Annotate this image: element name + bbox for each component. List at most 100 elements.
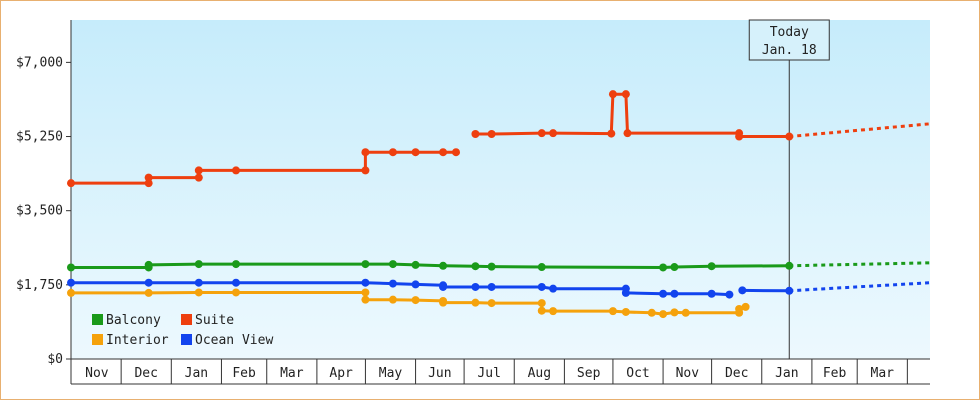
ocean-view-point bbox=[471, 282, 480, 291]
balcony-point bbox=[471, 262, 480, 271]
interior-point bbox=[361, 288, 370, 297]
interior-point bbox=[659, 310, 668, 319]
balcony-point bbox=[361, 260, 370, 269]
suite-point bbox=[785, 132, 794, 141]
interior-point bbox=[411, 296, 420, 305]
today-date: Jan. 18 bbox=[762, 43, 817, 58]
suite-point bbox=[621, 90, 630, 99]
balcony-point bbox=[487, 262, 496, 271]
x-tick-label: Mar bbox=[871, 366, 895, 381]
suite-point bbox=[388, 148, 397, 157]
interior-point bbox=[144, 288, 153, 297]
x-tick-label: Jun bbox=[428, 366, 451, 381]
suite-point bbox=[623, 129, 632, 138]
legend-swatch-balcony bbox=[92, 314, 103, 325]
x-axis: Nov Dec Jan Feb Mar Apr May Jun Jul Aug Sep Oct Nov D… bbox=[70, 358, 930, 385]
legend: Balcony Suite Interior Ocean View bbox=[92, 313, 273, 348]
today-label: Today bbox=[770, 25, 809, 40]
suite-point bbox=[549, 129, 558, 138]
x-tick-label: Jul bbox=[477, 366, 500, 381]
x-tick-label: Nov bbox=[676, 366, 700, 381]
balcony-line bbox=[71, 262, 790, 269]
ocean-view-point bbox=[738, 286, 747, 295]
y-axis: $0 $1,750 $3,500 $5,250 $7,000 bbox=[16, 20, 72, 367]
x-tick-label: Feb bbox=[232, 366, 256, 381]
interior-point bbox=[388, 295, 397, 304]
interior-point bbox=[741, 302, 750, 311]
x-tick-label: Jan bbox=[185, 366, 208, 381]
interior-point bbox=[735, 304, 744, 313]
x-tick-label: Feb bbox=[823, 366, 847, 381]
ocean-view-point bbox=[785, 286, 794, 295]
ocean-view-point bbox=[537, 282, 546, 291]
suite-point bbox=[608, 90, 617, 99]
interior-point bbox=[361, 295, 370, 304]
suite-point bbox=[361, 166, 370, 175]
y-tick-label: $5,250 bbox=[16, 130, 63, 145]
suite-point bbox=[471, 129, 480, 138]
x-tick-label: Dec bbox=[725, 366, 748, 381]
interior-point bbox=[67, 288, 75, 297]
suite-point bbox=[439, 148, 448, 157]
interior-point bbox=[670, 308, 679, 317]
suite-point bbox=[487, 129, 496, 138]
today-box bbox=[748, 19, 830, 61]
y-tick-label: $7,000 bbox=[16, 55, 63, 70]
suite-point bbox=[144, 179, 153, 188]
ocean-view-point bbox=[707, 289, 716, 298]
interior-point bbox=[439, 298, 448, 307]
series-ocean-view bbox=[67, 278, 931, 299]
ocean-view-point bbox=[549, 284, 558, 293]
legend-label-interior: Interior bbox=[106, 333, 169, 348]
legend-swatch-interior bbox=[92, 334, 103, 345]
balcony-point bbox=[194, 260, 203, 269]
interior-point bbox=[487, 299, 496, 308]
legend-swatch-suite bbox=[181, 314, 192, 325]
interior-point bbox=[681, 308, 690, 317]
series-balcony bbox=[67, 260, 931, 272]
legend-label-ocean-view: Ocean View bbox=[195, 333, 273, 348]
suite-point bbox=[735, 132, 744, 141]
ocean-view-point bbox=[411, 280, 420, 289]
suite-point bbox=[144, 173, 153, 182]
interior-point bbox=[194, 288, 203, 297]
ocean-view-point bbox=[670, 289, 679, 298]
today-marker: Today Jan. 18 bbox=[748, 19, 830, 359]
ocean-view-point bbox=[725, 290, 734, 299]
interior-point bbox=[549, 307, 558, 316]
suite-point bbox=[607, 129, 616, 138]
x-tick-label: Nov bbox=[85, 366, 109, 381]
balcony-point bbox=[388, 260, 397, 269]
balcony-point bbox=[439, 261, 448, 270]
plot-area bbox=[71, 20, 930, 359]
ocean-view-point bbox=[144, 278, 153, 287]
interior-point bbox=[232, 288, 241, 297]
suite-point bbox=[67, 179, 75, 188]
interior-point bbox=[537, 299, 546, 308]
suite-point bbox=[452, 148, 461, 157]
series-interior bbox=[67, 288, 750, 319]
interior-point bbox=[537, 306, 546, 315]
y-tick-label: $1,750 bbox=[16, 278, 63, 293]
ocean-view-point bbox=[439, 282, 448, 291]
x-tick-label: Dec bbox=[134, 366, 157, 381]
x-tick-label: Apr bbox=[329, 366, 353, 381]
ocean-view-point bbox=[487, 282, 496, 291]
balcony-point bbox=[537, 263, 546, 272]
series-suite bbox=[67, 90, 931, 188]
suite-point bbox=[232, 166, 241, 175]
ocean-view-point bbox=[388, 279, 397, 288]
ocean-view-point bbox=[659, 289, 668, 298]
x-tick-label: May bbox=[379, 366, 403, 381]
ocean-view-point bbox=[194, 278, 203, 287]
x-tick-label: Mar bbox=[280, 366, 304, 381]
interior-point bbox=[621, 307, 630, 316]
legend-label-balcony: Balcony bbox=[106, 313, 161, 328]
y-tick-label: $3,500 bbox=[16, 204, 63, 219]
balcony-point bbox=[67, 263, 75, 272]
interior-point bbox=[647, 308, 656, 317]
interior-point bbox=[608, 307, 617, 316]
x-tick-label: Jan bbox=[775, 366, 798, 381]
balcony-point bbox=[659, 263, 668, 272]
